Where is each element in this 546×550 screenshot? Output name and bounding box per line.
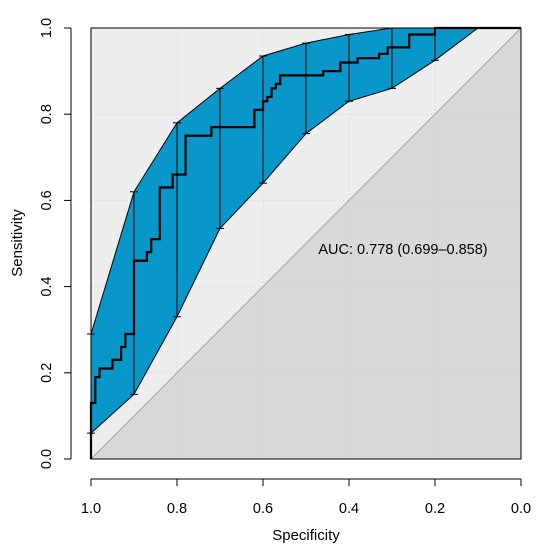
y-axis-label: Sensitivity [9,209,26,277]
roc-curve-line [89,26,521,459]
y-axis: 0.0 0.2 0.4 0.6 0.8 1.0 [39,18,72,469]
y-tick-label: 1.0 [39,18,55,38]
auc-annotation: AUC: 0.778 (0.699–0.858) [318,242,487,258]
x-tick-label: 0.4 [339,501,359,517]
y-tick-label: 0.6 [39,190,55,210]
x-tick-label: 1.0 [81,501,101,517]
y-tick-label: 0.0 [39,449,55,469]
plot-frame [90,27,522,460]
x-tick-label: 0.2 [425,501,445,517]
x-tick-label: 0.6 [253,501,273,517]
x-tick-label: 0.0 [511,501,531,517]
y-tick-label: 0.8 [39,104,55,124]
x-tick-label: 0.8 [167,501,187,517]
x-axis: 1.0 0.8 0.6 0.4 0.2 0.0 [81,478,531,517]
roc-curve [89,26,521,459]
chance-diagonal [90,27,522,460]
plot-border [90,27,522,460]
x-axis-label: Specificity [272,527,340,544]
y-tick-label: 0.2 [39,363,55,383]
diagonal-line [90,27,522,460]
y-tick-label: 0.4 [39,277,55,297]
